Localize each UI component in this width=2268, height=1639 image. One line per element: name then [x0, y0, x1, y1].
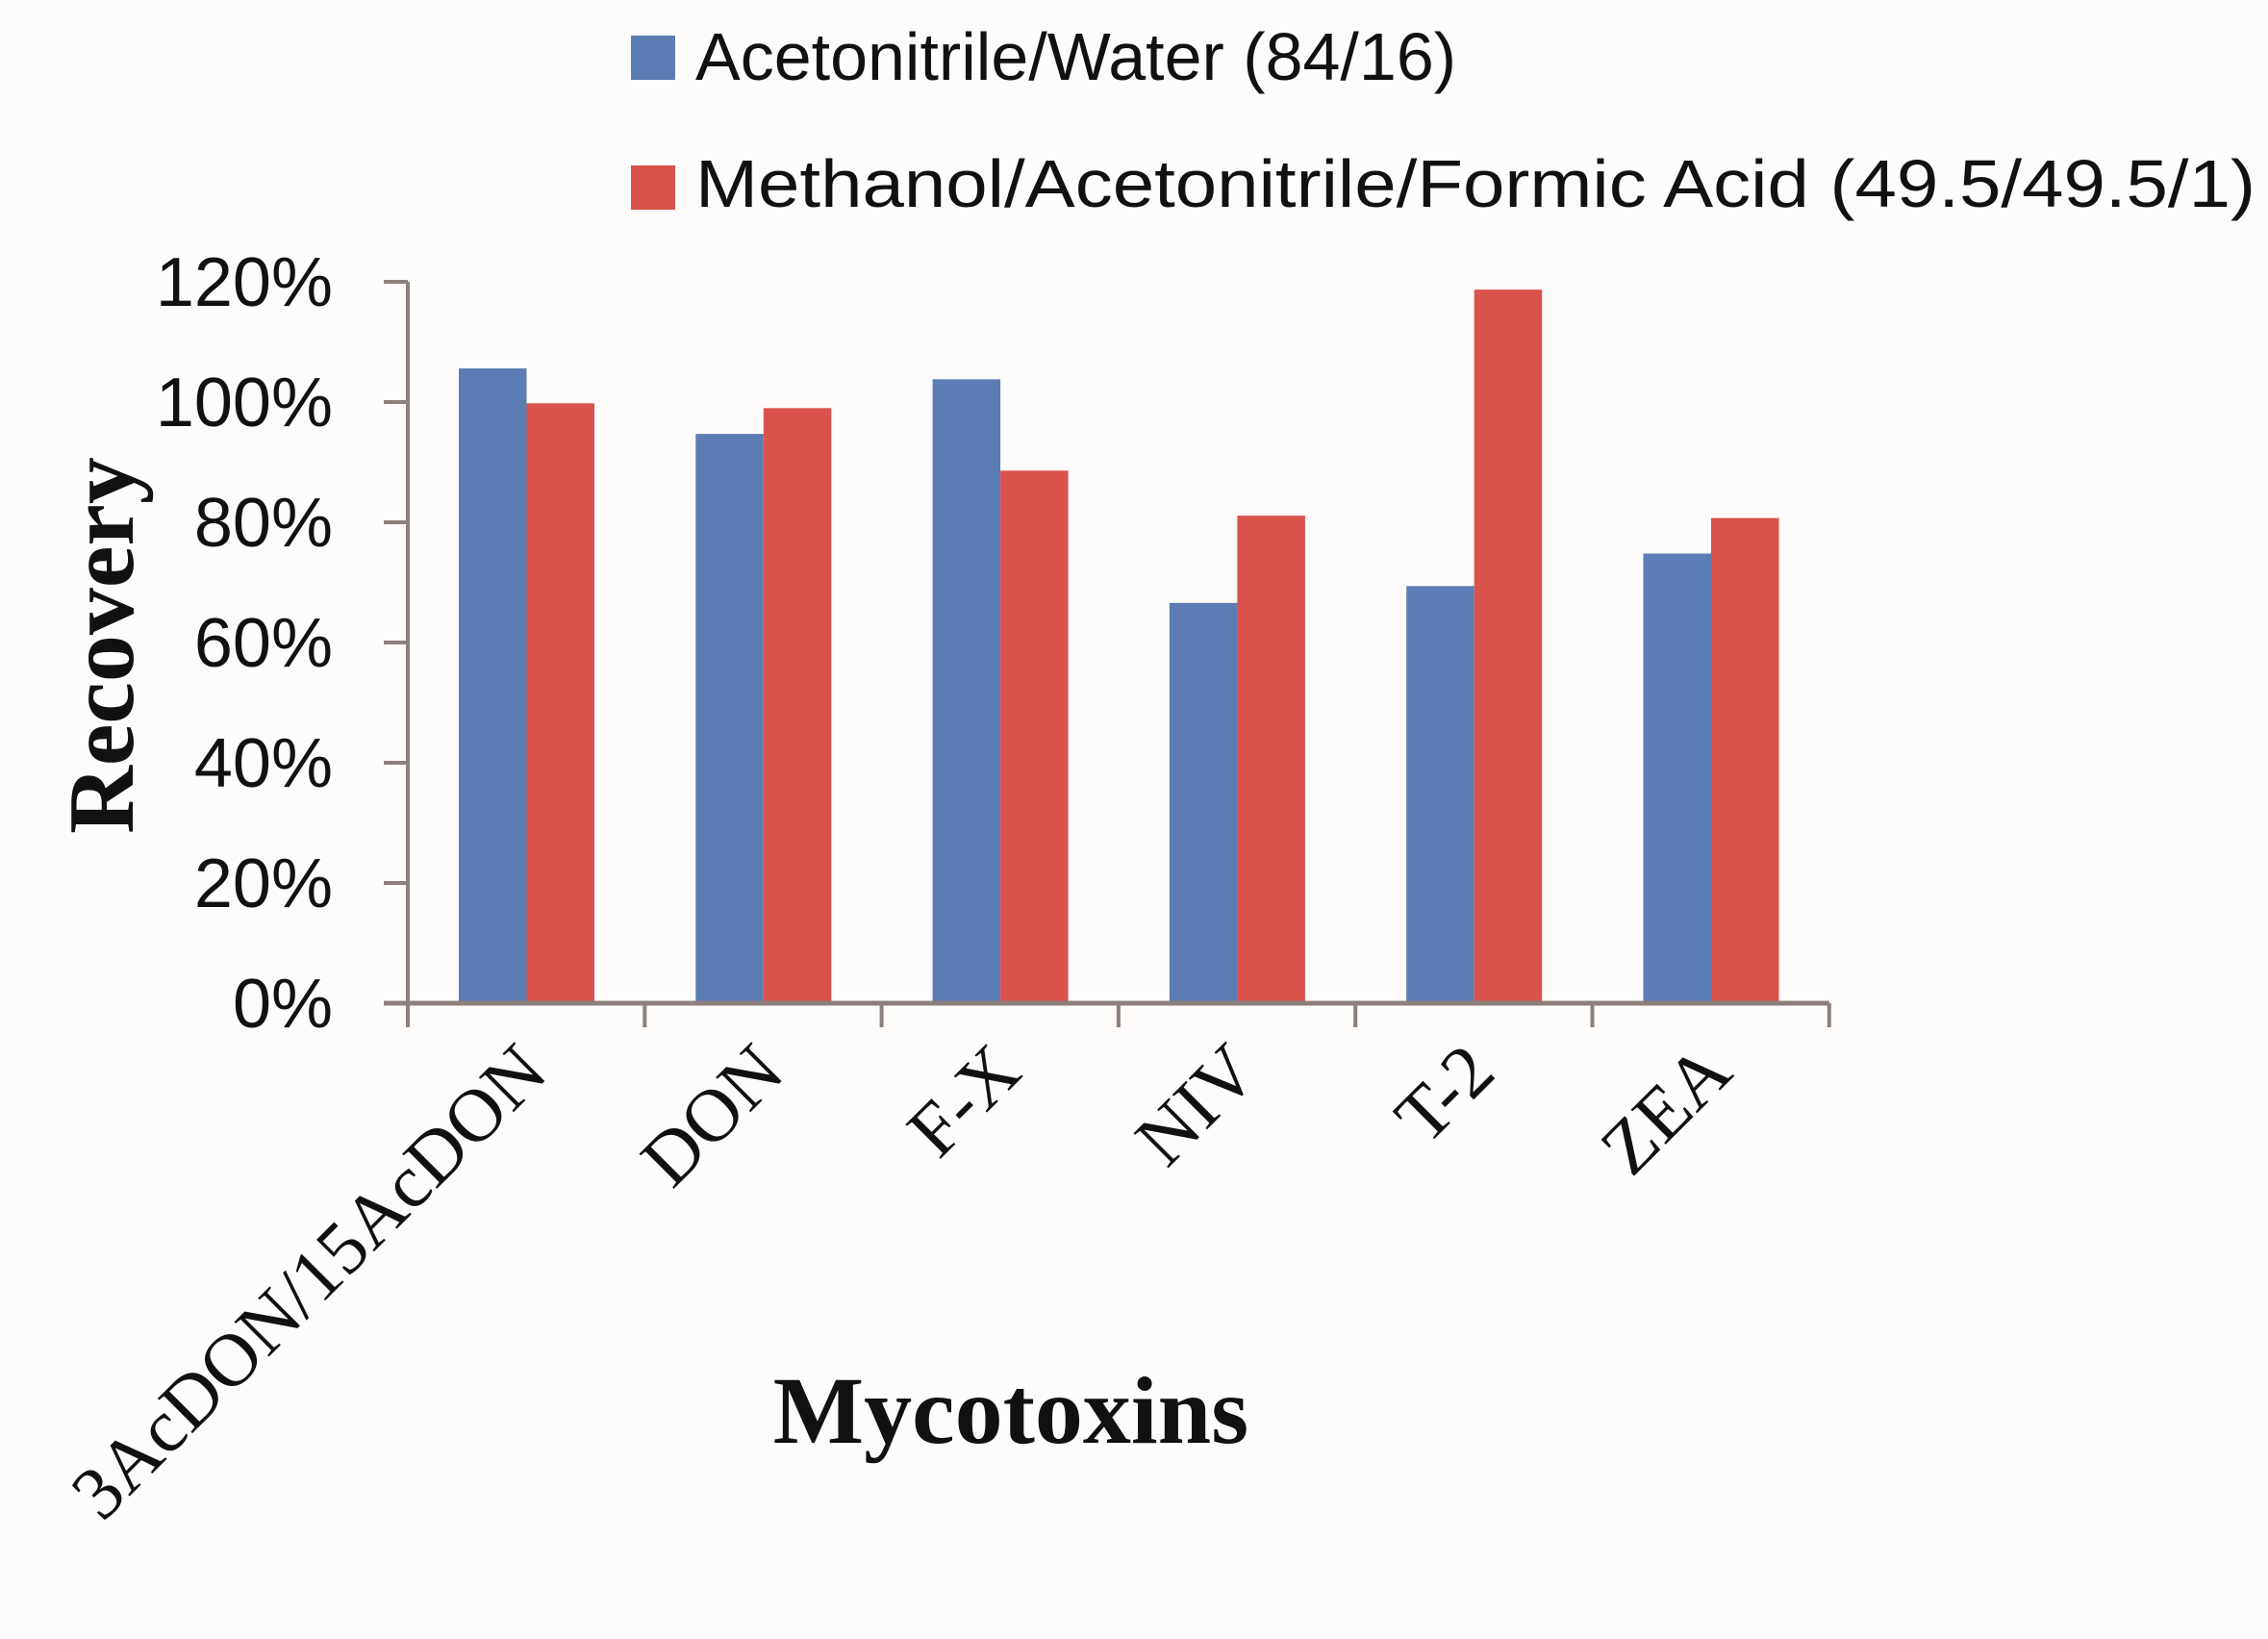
bar-t-2-series-2	[1474, 290, 1543, 1004]
bar-3acdon-15acdon-series-2	[526, 403, 594, 1004]
bars	[459, 290, 1779, 1004]
y-axis-title: Recovery	[50, 457, 154, 834]
y-tick-label: 100%	[156, 365, 333, 441]
bar-f-x-series-2	[1000, 470, 1069, 1004]
legend-item-series-2: Methanol/Acetonitrile/Formic Acid (49.5/…	[631, 146, 2255, 221]
legend-item-series-1: Acetonitrile/Water (84/16)	[631, 19, 1456, 94]
y-tick-label: 120%	[156, 244, 333, 321]
bar-t-2-series-1	[1406, 586, 1474, 1004]
x-axis-title: Mycotoxins	[773, 1357, 1248, 1464]
bar-niv-series-1	[1169, 602, 1238, 1003]
x-axis	[384, 1000, 1831, 1027]
bar-niv-series-2	[1237, 516, 1305, 1003]
bar-f-x-series-1	[932, 379, 1001, 1004]
legend-label: Methanol/Acetonitrile/Formic Acid (49.5/…	[695, 146, 2255, 221]
y-tick-label: 0%	[233, 966, 333, 1043]
bar-zea-series-2	[1711, 517, 1779, 1003]
legend-label: Acetonitrile/Water (84/16)	[695, 19, 1456, 94]
y-tick-label: 40%	[194, 725, 333, 802]
legend-swatch-red-icon	[631, 165, 675, 210]
legend-swatch-blue-icon	[631, 36, 675, 80]
y-tick-label: 80%	[194, 485, 333, 562]
bar-3acdon-15acdon-series-1	[459, 368, 527, 1003]
y-axis: 0% 20% 40% 60% 80% 100% 120%	[156, 244, 410, 1043]
bar-zea-series-1	[1643, 553, 1711, 1003]
bar-don-series-1	[695, 434, 764, 1004]
y-tick-label: 20%	[194, 845, 333, 922]
legend: Acetonitrile/Water (84/16) Methanol/Acet…	[631, 19, 2255, 221]
bar-don-series-2	[763, 408, 832, 1004]
y-tick-label: 60%	[194, 605, 333, 682]
